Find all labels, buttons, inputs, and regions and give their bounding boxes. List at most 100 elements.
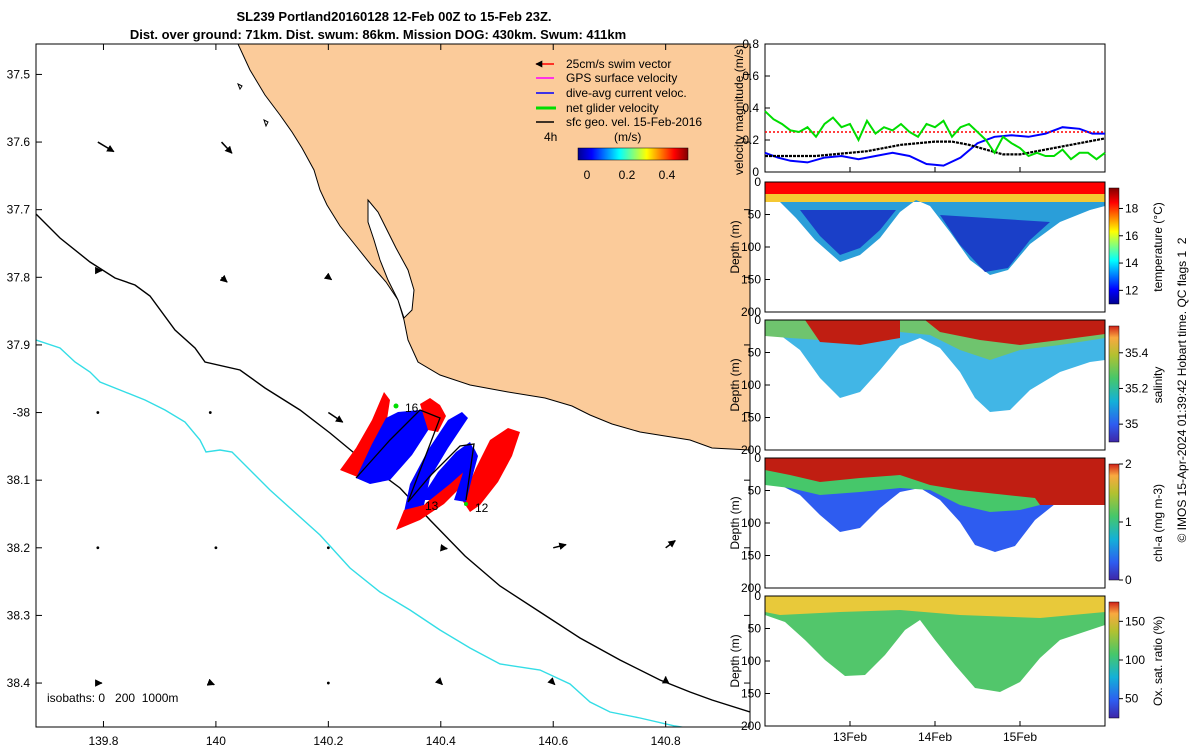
map-ytick-label: 37.5	[7, 67, 31, 81]
section-colorbar-tick-label: 18	[1125, 201, 1139, 215]
geo-velocity-vector	[206, 678, 215, 686]
section-ylabel: Depth (m)	[728, 496, 742, 549]
geo-velocity-vector	[547, 677, 556, 686]
dive-current-fan-1	[356, 408, 440, 484]
velocity-ytick-label: 0.2	[742, 133, 759, 147]
geo-velocity-arrows	[95, 141, 676, 687]
map-ytick-label: 37.9	[7, 338, 31, 352]
velocity-ytick-label: 0.4	[742, 101, 759, 115]
section-ytick-label: 100	[741, 378, 761, 392]
map-ytick-label: 38.1	[7, 473, 31, 487]
colorbar-tick-2: 0.4	[659, 168, 676, 182]
geo-velocity-vector	[327, 411, 344, 423]
velocity-timeseries-panel: 0 0.2 0.4 0.6 0.8 velocity magnitude (m/s)	[732, 37, 1106, 179]
section-ylabel: Depth (m)	[728, 634, 742, 687]
isobath-1000m	[36, 339, 686, 727]
map-ytick-label: -38	[13, 406, 31, 420]
section-ytick-label: 150	[741, 549, 761, 563]
figure-title-line1: SL239 Portland20160128 12-Feb 00Z to 15-…	[236, 9, 551, 24]
time-xtick-label: 15Feb	[1003, 730, 1037, 744]
section-colorbar-tick-label: 35.4	[1125, 346, 1149, 360]
velocity-ytick-label: 0.6	[742, 69, 759, 83]
section-ytick-label: 0	[754, 451, 761, 465]
salinity-colorbar	[1108, 325, 1120, 443]
section-ytick-label: 200	[741, 443, 761, 457]
temperature-cold-core	[800, 210, 1050, 272]
section-colorbar-tick-label: 0	[1125, 573, 1132, 587]
geo-velocity-vector	[208, 411, 212, 414]
section-ylabel: Depth (m)	[728, 358, 742, 411]
velocity-series-dive-avg-current-veloc-	[764, 126, 1105, 167]
temperature-warm-layer	[765, 194, 1105, 202]
track-start-marker	[393, 403, 399, 409]
dive-current-fan-3	[420, 442, 474, 500]
section-colorbar-tick-label: 35.2	[1125, 381, 1149, 395]
track-label-13: 13	[425, 499, 439, 513]
track-label-16: 16	[405, 401, 419, 415]
legend-swim-vector: 25cm/s swim vector	[566, 57, 671, 71]
map-xtick-label: 140.8	[651, 734, 681, 748]
swim-vector-fan-4	[462, 428, 520, 512]
oxygen-section-panel	[764, 595, 1120, 727]
legend-net-glider-velocity: net glider velocity	[566, 101, 659, 115]
velocity-series-sfc-geo-vel-	[765, 137, 1106, 158]
section-ytick-label: 0	[754, 589, 761, 603]
section-colorbar-tick-label: 2	[1125, 457, 1132, 471]
map-frame	[35, 43, 751, 728]
inland-lake-2	[263, 119, 269, 128]
oxygen-surface-layer	[765, 596, 1105, 618]
salinity-section-panel	[764, 319, 1120, 451]
map-xtick-label: 140.4	[426, 734, 456, 748]
section-ylabel: Depth (m)	[728, 220, 742, 273]
figure-title-line2: Dist. over ground: 71km. Dist. swum: 86k…	[130, 27, 626, 42]
map-xtick-label: 140	[206, 734, 226, 748]
glider-track	[340, 392, 520, 530]
section-ytick-label: 50	[748, 208, 762, 222]
geo-velocity-vector	[434, 677, 443, 686]
velocity-ytick-label: 0.8	[742, 37, 759, 51]
geo-velocity-vector	[96, 546, 100, 550]
section-ytick-label: 200	[741, 581, 761, 595]
chlorophyll-colorbar	[1108, 463, 1120, 581]
track-end-marker	[464, 502, 468, 506]
map-xtick-label: 139.8	[88, 734, 118, 748]
section-ytick-label: 100	[741, 654, 761, 668]
chlorophyll-section-panel	[764, 457, 1120, 589]
velocity-ylabel: velocity magnitude (m/s)	[732, 45, 746, 175]
legend-duration-label: 4h	[544, 130, 557, 144]
map-legend: 25cm/s swim vector GPS surface velocity …	[535, 57, 702, 182]
section-colorbar-label: chl-a (mg m-3)	[1151, 484, 1165, 562]
section-ytick-label: 150	[741, 273, 761, 287]
map-xtick-label: 140.6	[538, 734, 568, 748]
map-ytick-label: 37.7	[7, 203, 31, 217]
temperature-section-panel	[764, 181, 1120, 313]
section-colorbar-tick-label: 12	[1125, 283, 1139, 297]
section-colorbar-label: Ox. sat. ratio (%)	[1151, 616, 1165, 706]
isobath-legend-label: isobaths: 0 200 1000m	[47, 691, 178, 705]
section-colorbar-tick-label: 100	[1125, 653, 1145, 667]
geo-velocity-vector	[326, 681, 330, 685]
map-ytick-label: 37.8	[7, 270, 31, 284]
land-mass	[237, 44, 750, 451]
coastal-lagoon	[367, 198, 415, 319]
temperature-colorbar	[1108, 187, 1120, 305]
section-ytick-label: 100	[741, 240, 761, 254]
geo-velocity-vector	[553, 542, 567, 550]
velocity-ytick-label: 0	[752, 165, 759, 179]
geo-velocity-vector	[214, 546, 218, 550]
isobath-200m	[36, 213, 750, 713]
map-ytick-label: 37.6	[7, 135, 31, 149]
legend-gps-velocity: GPS surface velocity	[566, 71, 677, 85]
section-ytick-label: 150	[741, 411, 761, 425]
velocity-plot-frame	[764, 43, 1106, 173]
section-ytick-label: 100	[741, 516, 761, 530]
section-ytick-label: 200	[741, 305, 761, 319]
section-colorbar-tick-label: 35	[1125, 417, 1139, 431]
colorbar-tick-1: 0.2	[619, 168, 636, 182]
legend-dive-avg-current: dive-avg current veloc.	[566, 86, 687, 100]
velocity-colorbar	[577, 147, 689, 161]
section-colorbar-tick-label: 50	[1125, 692, 1139, 706]
section-colorbar-tick-label: 1	[1125, 515, 1132, 529]
map-panel: 139.8 140 140.2 140.4 140.6 140.8 37.5 37.6 37.7…	[7, 43, 751, 748]
